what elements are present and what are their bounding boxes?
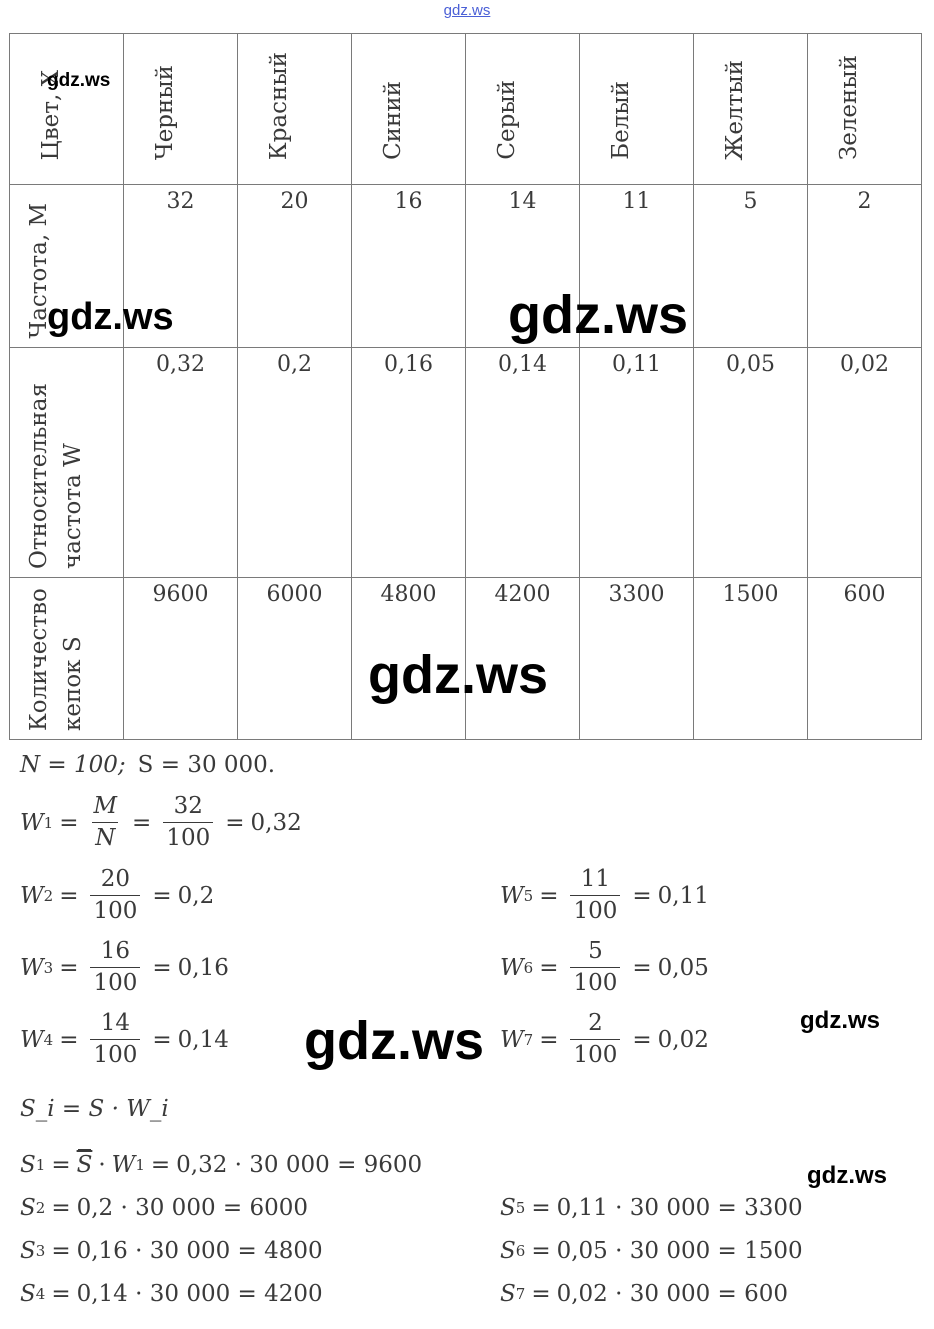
table-row-frequency: Частота, M 32 20 16 14 11 5 2: [9, 184, 922, 348]
formula-s2: S 2 = 0,2 · 30 000 = 6000: [20, 1195, 309, 1221]
table-cell: 16: [351, 184, 466, 348]
watermark: gdz.ws: [304, 1011, 485, 1071]
watermark: gdz.ws: [368, 645, 549, 705]
given-s: S = 30 000.: [137, 752, 276, 778]
table-row-count: Количество кепок S 9600 6000 4800 4200 3…: [9, 577, 922, 740]
row-header-cell: Количество кепок S: [9, 577, 124, 740]
table-cell: 6000: [237, 577, 352, 740]
table-row-colors: Цвет, X Черный Красный Синий Серый Белый…: [9, 33, 922, 185]
table-cell: 5: [693, 184, 808, 348]
table-cell: 0,16: [351, 347, 466, 578]
color-label: Зеленый: [836, 54, 862, 160]
color-label: Синий: [380, 81, 406, 160]
table-cell: 1500: [693, 577, 808, 740]
table-cell: 0,32: [123, 347, 238, 578]
formula-w2: W 2 = 20 100 = 0,2: [20, 866, 215, 924]
row-header-cell: Частота, M: [9, 184, 124, 348]
color-cell: Желтый: [693, 33, 808, 185]
watermark: gdz.ws: [800, 1007, 881, 1034]
color-cell: Серый: [465, 33, 580, 185]
formula-s6: S 6 = 0,05 · 30 000 = 1500: [500, 1238, 803, 1264]
formula-w3: W 3 = 16 100 = 0,16: [20, 938, 229, 996]
table-row-relative-frequency: Относительная частота W 0,32 0,2 0,16 0,…: [9, 347, 922, 578]
formula-s7: S 7 = 0,02 · 30 000 = 600: [500, 1281, 789, 1307]
color-cell: Белый: [579, 33, 694, 185]
top-watermark-link[interactable]: gdz.ws: [443, 2, 491, 19]
table-cell: 2: [807, 184, 922, 348]
formula-w4: W 4 = 14 100 = 0,14: [20, 1010, 229, 1068]
formula-w5: W 5 = 11 100 = 0,11: [500, 866, 709, 924]
watermark: gdz.ws: [508, 285, 689, 345]
row-header-cell: Относительная частота W: [9, 347, 124, 578]
formula-s5: S 5 = 0,11 · 30 000 = 3300: [500, 1195, 803, 1221]
table-cell: 0,02: [807, 347, 922, 578]
color-cell: Красный: [237, 33, 352, 185]
table-cell: 0,05: [693, 347, 808, 578]
color-label: Желтый: [722, 59, 748, 160]
watermark: gdz.ws: [47, 296, 174, 338]
table-cell: 11: [579, 184, 694, 348]
table-cell: 4200: [465, 577, 580, 740]
table-cell: 9600: [123, 577, 238, 740]
formula-s3: S 3 = 0,16 · 30 000 = 4800: [20, 1238, 323, 1264]
header-cell-color: Цвет, X: [9, 33, 124, 185]
formula-s4: S 4 = 0,14 · 30 000 = 4200: [20, 1281, 323, 1307]
given-n: N = 100;: [20, 752, 126, 778]
formula-w7: W 7 = 2 100 = 0,02: [500, 1010, 709, 1068]
color-label: Красный: [266, 51, 292, 160]
watermark: gdz.ws: [47, 70, 111, 91]
table-cell: 600: [807, 577, 922, 740]
watermark: gdz.ws: [807, 1162, 888, 1189]
color-cell: Синий: [351, 33, 466, 185]
color-label: Черный: [152, 64, 178, 160]
table-cell: 3300: [579, 577, 694, 740]
formula-s-general: S_i = S · W_i: [20, 1096, 169, 1122]
table-cell: 0,14: [465, 347, 580, 578]
table-cell: 0,11: [579, 347, 694, 578]
table-cell: 20: [237, 184, 352, 348]
formula-s1: S 1 = S · W 1 = 0,32 · 30 000 = 9600: [20, 1149, 423, 1178]
table-cell: 0,2: [237, 347, 352, 578]
given-values: N = 100; S = 30 000.: [20, 752, 275, 778]
frequency-table: Цвет, X Черный Красный Синий Серый Белый…: [9, 33, 922, 740]
row-label: Количество кепок S: [26, 588, 86, 731]
table-cell: 14: [465, 184, 580, 348]
color-cell: Черный: [123, 33, 238, 185]
row-label: Относительная частота W: [26, 383, 86, 569]
color-cell: Зеленый: [807, 33, 922, 185]
color-label: Белый: [608, 81, 634, 160]
color-label: Серый: [494, 80, 520, 160]
formula-w6: W 6 = 5 100 = 0,05: [500, 938, 709, 996]
